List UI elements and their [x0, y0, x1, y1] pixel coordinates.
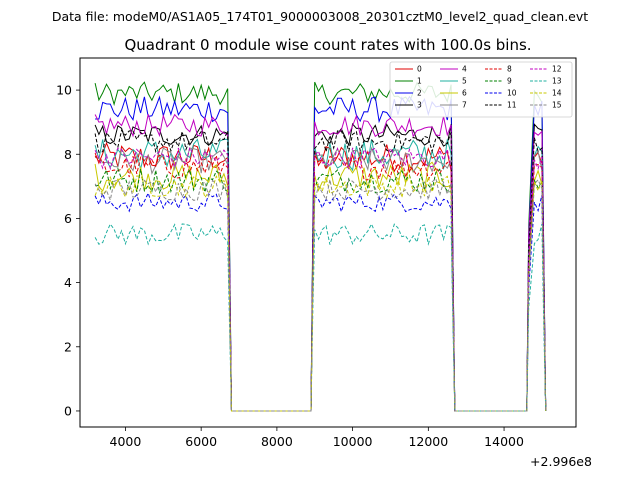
y-tick-label: 2 [64, 339, 72, 354]
series-line-12 [94, 145, 547, 412]
y-tick-label: 4 [64, 275, 72, 290]
legend-label-2: 2 [417, 89, 422, 98]
x-tick-label: 10000 [333, 434, 373, 449]
series-line-14 [94, 174, 547, 412]
legend-label-15: 15 [552, 101, 562, 110]
data-file-label: Data file: modeM0/AS1A05_174T01_90000030… [52, 9, 588, 24]
x-axis: 4000 6000 8000 10000 12000 14000 [110, 427, 524, 449]
x-tick-label: 4000 [110, 434, 142, 449]
y-tick-label: 0 [64, 403, 72, 418]
legend-label-12: 12 [552, 65, 562, 74]
x-tick-label: 6000 [185, 434, 217, 449]
y-tick-label: 6 [64, 211, 72, 226]
legend-label-13: 13 [552, 77, 562, 86]
legend-label-5: 5 [462, 77, 467, 86]
chart-title: Quadrant 0 module wise count rates with … [124, 36, 531, 54]
legend-label-8: 8 [507, 65, 512, 74]
y-axis: 0 2 4 6 8 10 [56, 83, 80, 418]
series-line-10 [94, 191, 547, 412]
series-lines [94, 81, 547, 412]
legend-label-9: 9 [507, 77, 512, 86]
legend-label-4: 4 [462, 65, 467, 74]
legend-label-6: 6 [462, 89, 467, 98]
legend-label-3: 3 [417, 101, 422, 110]
legend-label-1: 1 [417, 77, 422, 86]
series-line-6 [94, 161, 547, 412]
legend-label-14: 14 [552, 89, 562, 98]
x-tick-label: 8000 [261, 434, 293, 449]
y-tick-label: 8 [64, 147, 72, 162]
legend-label-11: 11 [507, 101, 517, 110]
legend-box [389, 61, 573, 118]
legend-label-10: 10 [507, 89, 517, 98]
series-line-3 [94, 122, 547, 412]
axes-frame [79, 57, 577, 428]
x-offset-label: +2.996e8 [530, 454, 592, 469]
series-line-8 [94, 153, 547, 412]
series-line-13 [94, 222, 547, 412]
x-tick-label: 14000 [484, 434, 524, 449]
series-line-15 [94, 177, 547, 412]
y-tick-label: 10 [56, 83, 72, 98]
x-tick-label: 12000 [408, 434, 448, 449]
legend-label-0: 0 [417, 65, 422, 74]
series-line-4 [94, 113, 547, 412]
legend-label-7: 7 [462, 101, 467, 110]
series-line-7 [94, 146, 547, 412]
